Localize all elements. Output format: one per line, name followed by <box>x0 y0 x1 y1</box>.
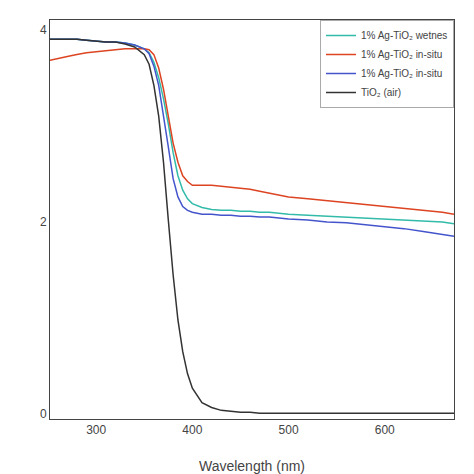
svg-text:0: 0 <box>40 407 47 421</box>
svg-text:1% Ag-TiO₂ in-situ: 1% Ag-TiO₂ in-situ <box>361 49 442 60</box>
svg-text:300: 300 <box>86 423 106 437</box>
svg-text:600: 600 <box>375 423 395 437</box>
svg-text:2: 2 <box>40 215 47 229</box>
svg-text:1% Ag-TiO₂ in-situ: 1% Ag-TiO₂ in-situ <box>361 68 442 79</box>
svg-text:1% Ag-TiO₂ wetnes: 1% Ag-TiO₂ wetnes <box>361 30 447 41</box>
svg-text:400: 400 <box>182 423 202 437</box>
svg-text:4: 4 <box>40 23 47 37</box>
svg-text:500: 500 <box>279 423 299 437</box>
svg-text:TiO₂ (air): TiO₂ (air) <box>361 87 401 98</box>
svg-text:Wavelength (nm): Wavelength (nm) <box>199 458 305 474</box>
